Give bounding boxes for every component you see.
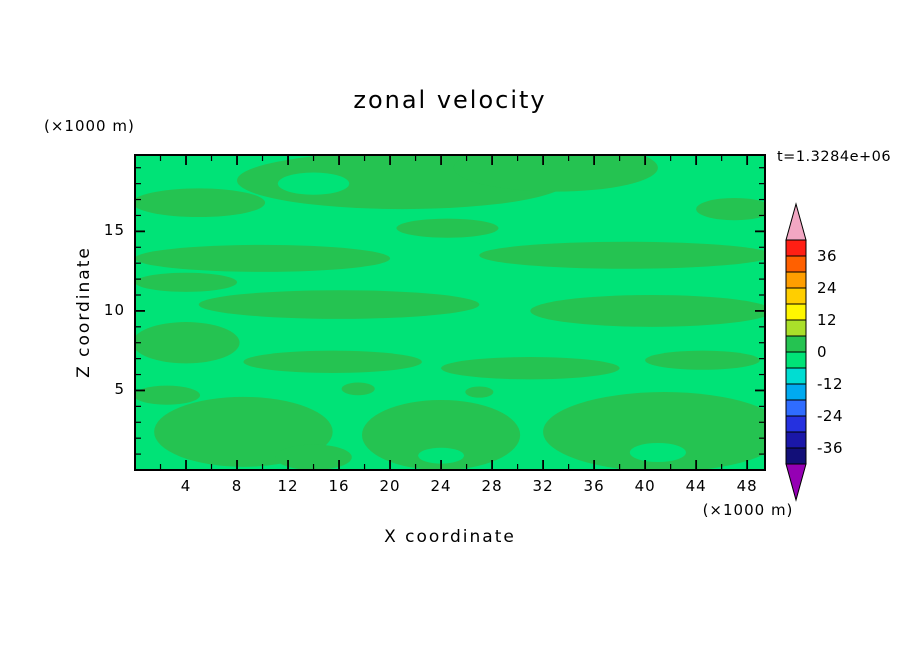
- contour-patch: [645, 350, 760, 370]
- colorbar-over-arrow: [785, 202, 807, 241]
- contour-patch: [453, 155, 658, 192]
- y-tick-label: 15: [103, 221, 125, 240]
- colorbar-tick-label: -12: [817, 375, 843, 393]
- colorbar-cell: [785, 399, 807, 417]
- x-tick-label: 16: [328, 477, 350, 495]
- colorbar-cell: [785, 303, 807, 321]
- contour-patch: [135, 188, 266, 218]
- y-axis-unit-label: (×1000 m): [44, 117, 135, 135]
- contour-patch: [479, 241, 765, 269]
- y-tick-label: 5: [114, 380, 125, 399]
- x-tick-label: 40: [634, 477, 656, 495]
- contour-hole: [418, 447, 465, 464]
- contour-patch: [243, 350, 422, 373]
- x-axis-title: X coordinate: [384, 527, 516, 547]
- x-tick-label: 32: [532, 477, 554, 495]
- contour-patch: [362, 400, 521, 470]
- x-tick-label: 48: [736, 477, 758, 495]
- x-tick-label: 36: [583, 477, 605, 495]
- colorbar-tick-label: 36: [817, 247, 838, 265]
- contour-patch: [543, 392, 765, 470]
- contour-patch: [135, 272, 238, 292]
- colorbar-tick-label: -36: [817, 439, 843, 457]
- colorbar-cell: [785, 431, 807, 449]
- colorbar-cell: [785, 383, 807, 401]
- colorbar-under-arrow: [785, 463, 807, 502]
- colorbar-cell: [785, 335, 807, 353]
- x-tick-label: 4: [180, 477, 192, 495]
- colorbar-cell: [785, 447, 807, 465]
- colorbar-tick-label: -24: [817, 407, 843, 425]
- colorbar-cell: [785, 367, 807, 385]
- colorbar-cell: [785, 287, 807, 305]
- contour-patch: [696, 197, 765, 221]
- x-tick-label: 44: [685, 477, 707, 495]
- contour-patch: [341, 382, 375, 396]
- contour-patch: [198, 290, 480, 319]
- contour-patch: [396, 218, 499, 238]
- contour-patch: [275, 444, 352, 470]
- contour-hole: [277, 172, 350, 195]
- plot-frame: [134, 154, 766, 471]
- x-tick-label: 24: [430, 477, 452, 495]
- colorbar-cell: [785, 271, 807, 289]
- colorbar-cell: [785, 415, 807, 433]
- colorbar-cell: [785, 239, 807, 257]
- x-tick-label: 12: [277, 477, 299, 495]
- plot-title: zonal velocity: [353, 86, 547, 114]
- timestamp-label: t=1.3284e+06: [777, 149, 892, 165]
- contour-patch: [135, 385, 201, 405]
- colorbar-cell: [785, 319, 807, 337]
- contour-field: [135, 155, 765, 470]
- x-tick-label: 28: [481, 477, 503, 495]
- contour-patch: [441, 357, 620, 380]
- x-tick-label: 20: [379, 477, 401, 495]
- contour-patch: [135, 244, 391, 272]
- contour-patch: [135, 322, 240, 364]
- colorbar-tick-label: 12: [817, 311, 838, 329]
- colorbar-cell: [785, 255, 807, 273]
- colorbar-cell: [785, 351, 807, 369]
- contour-patch: [465, 386, 494, 398]
- x-axis-unit-label: (×1000 m): [702, 501, 794, 519]
- x-tick-label: 8: [231, 477, 243, 495]
- y-tick-label: 10: [103, 300, 125, 319]
- colorbar-tick-label: 0: [817, 343, 828, 361]
- colorbar-tick-label: 24: [817, 279, 838, 297]
- contour-patch: [530, 295, 765, 327]
- contour-hole: [629, 442, 686, 463]
